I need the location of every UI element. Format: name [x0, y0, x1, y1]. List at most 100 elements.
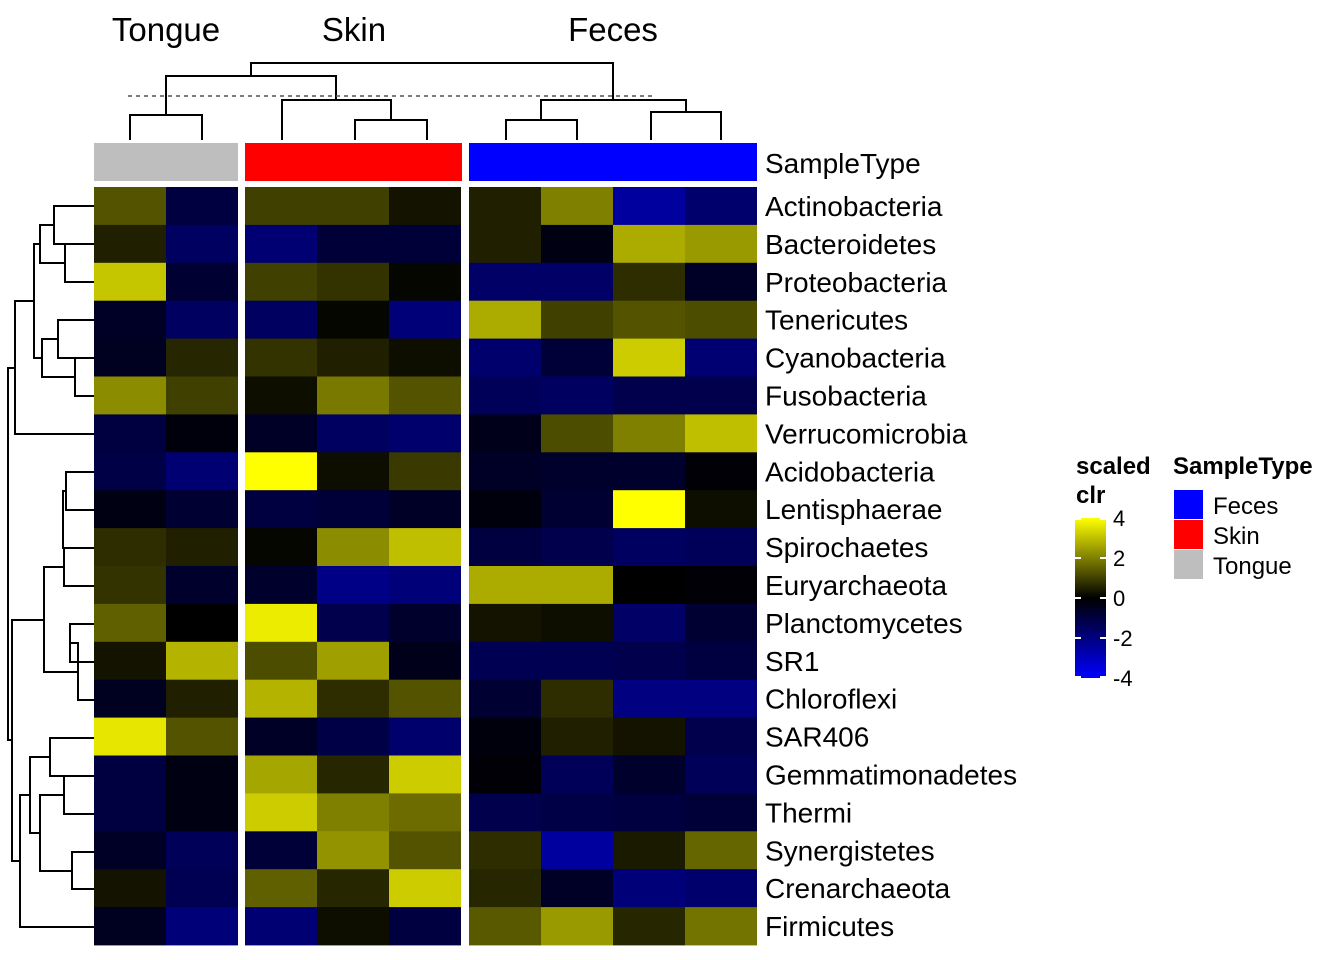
heatmap-cell — [317, 603, 389, 643]
heatmap-cell — [613, 793, 685, 832]
heatmap-cell — [94, 414, 166, 453]
heatmap-cell — [317, 338, 389, 377]
annotation-feces — [469, 143, 757, 181]
group-titles: Tongue Skin Feces — [112, 11, 658, 48]
heatmap-cell — [685, 414, 757, 453]
heatmap-cell — [317, 755, 389, 794]
heatmap-cell — [317, 300, 389, 339]
heatmap-cell — [317, 414, 389, 453]
heatmap-cell — [245, 831, 317, 870]
heatmap-cell — [166, 679, 238, 718]
heatmap-cell — [541, 717, 613, 756]
heatmap-cell — [541, 907, 613, 946]
row-label: Acidobacteria — [765, 456, 935, 487]
heatmap-cell — [469, 528, 541, 567]
group-title-tongue: Tongue — [112, 11, 220, 48]
row-label: Actinobacteria — [765, 191, 943, 222]
heatmap-cell — [613, 224, 685, 264]
row-labels: Actinobacteria Bacteroidetes Proteobacteri… — [765, 191, 1017, 942]
heatmap-cell — [389, 262, 461, 302]
heatmap-cell — [685, 566, 757, 605]
heatmap-cell — [469, 338, 541, 377]
heatmap-cell — [166, 300, 238, 339]
heatmap-cell — [541, 528, 613, 567]
heatmap-cell — [389, 831, 461, 870]
heatmap-cell — [541, 376, 613, 415]
heatmap-cell — [166, 603, 238, 643]
heatmap-cell — [317, 641, 389, 681]
heatmap-cell — [245, 603, 317, 643]
heatmap-cell — [685, 376, 757, 415]
row-label: SR1 — [765, 646, 819, 677]
heatmap-cell — [613, 300, 685, 339]
heatmap-cell — [613, 338, 685, 377]
heatmap-cell — [245, 262, 317, 302]
heatmap-cell — [94, 187, 166, 226]
heatmap-cell — [389, 755, 461, 794]
heatmap-cell — [389, 414, 461, 453]
row-label: Bacteroidetes — [765, 229, 936, 260]
heatmap-cell — [389, 793, 461, 832]
heatmap-cell — [469, 414, 541, 453]
heatmap-cell — [94, 338, 166, 377]
heatmap-cell — [685, 452, 757, 491]
legend-item-label: Feces — [1213, 493, 1278, 520]
heatmap-cell — [166, 376, 238, 415]
heatmap-cell — [613, 679, 685, 718]
heatmap-cell — [469, 679, 541, 718]
heatmap-cell — [389, 869, 461, 908]
heatmap-cell — [541, 452, 613, 491]
heatmap-cell — [245, 414, 317, 453]
heatmap-cell — [94, 566, 166, 605]
heatmap-cell — [94, 679, 166, 718]
heatmap-cell — [541, 869, 613, 908]
heatmap-cell — [94, 300, 166, 339]
heatmap-cell — [541, 831, 613, 870]
heatmap-cell — [317, 717, 389, 756]
heatmap-cell — [389, 566, 461, 605]
heatmap-cell — [317, 490, 389, 529]
heatmap-cell — [469, 566, 541, 605]
heatmap-cell — [389, 338, 461, 377]
heatmap-cell — [541, 641, 613, 681]
row-label: Synergistetes — [765, 835, 935, 866]
heatmap-cell — [245, 376, 317, 415]
legend-swatch — [1174, 550, 1203, 579]
heatmap-cell — [613, 755, 685, 794]
row-label: Euryarchaeota — [765, 570, 948, 601]
row-label: Planctomycetes — [765, 608, 963, 639]
row-label: SAR406 — [765, 722, 869, 753]
heatmap-cell — [389, 641, 461, 681]
heatmap-cell — [166, 262, 238, 302]
color-scale-tick-label: -4 — [1113, 666, 1133, 691]
heatmap-cell — [613, 717, 685, 756]
heatmap-cell — [469, 717, 541, 756]
heatmap-cell — [94, 793, 166, 832]
heatmap-cell — [317, 679, 389, 718]
heatmap-cell — [389, 490, 461, 529]
heatmap-cell — [317, 187, 389, 226]
heatmap-cell — [685, 907, 757, 946]
heatmap-cell — [541, 490, 613, 529]
heatmap-cell — [317, 452, 389, 491]
heatmap-cell — [166, 338, 238, 377]
heatmap-cell — [94, 831, 166, 870]
row-label: Cyanobacteria — [765, 343, 946, 374]
heatmap-cell — [166, 869, 238, 908]
heatmap-cell — [613, 452, 685, 491]
heatmap-cell — [94, 376, 166, 415]
heatmap-cell — [685, 300, 757, 339]
row-dendrogram — [7, 205, 94, 928]
heatmap-cell — [469, 452, 541, 491]
heatmap-cell — [94, 869, 166, 908]
heatmap-cell — [94, 717, 166, 756]
heatmap-cell — [613, 528, 685, 567]
heatmap-cell — [685, 490, 757, 529]
heatmap-cell — [469, 376, 541, 415]
heatmap-cell — [469, 869, 541, 908]
heatmap-cell — [389, 603, 461, 643]
heatmap-cell — [469, 603, 541, 643]
heatmap-cell — [685, 224, 757, 264]
heatmap-cell — [469, 490, 541, 529]
